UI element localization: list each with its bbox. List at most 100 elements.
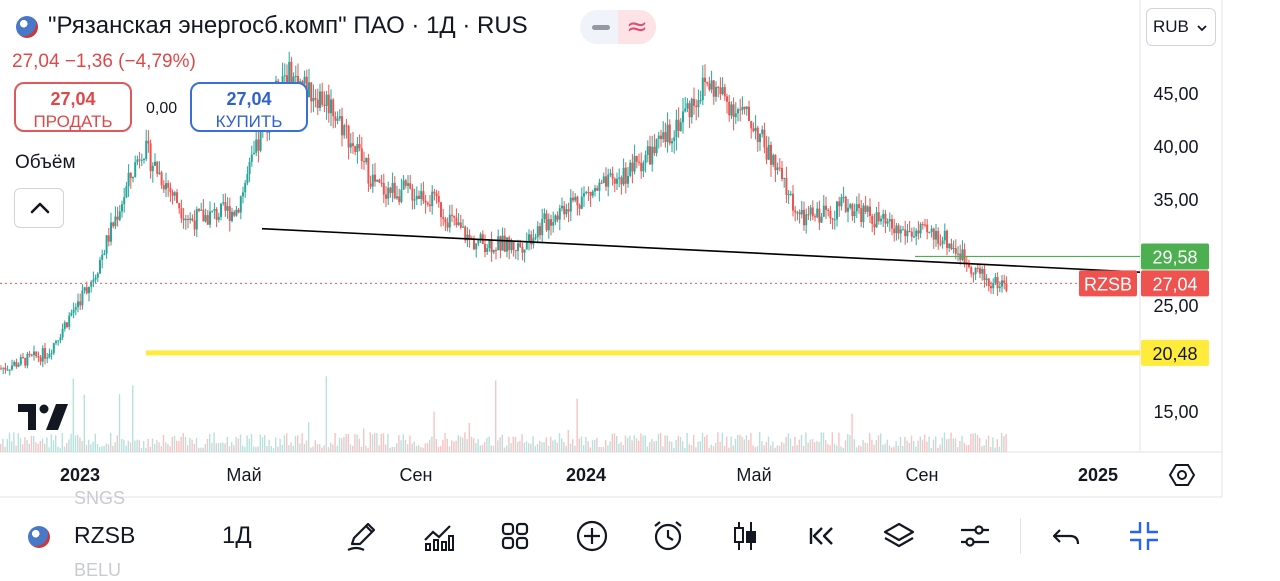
sell-button[interactable]: 27,04 ПРОДАТЬ	[14, 82, 132, 132]
candle-body	[35, 351, 38, 357]
replay-rewind-icon[interactable]	[804, 518, 840, 554]
volume-bar	[543, 442, 545, 452]
candle-body	[708, 83, 711, 90]
candle-body	[486, 248, 489, 253]
add-circle-icon[interactable]	[574, 518, 610, 554]
last-price-label: 27,04	[1152, 274, 1197, 294]
chart-settings-icon[interactable]	[1168, 461, 1196, 489]
tradingview-logo-icon	[18, 404, 68, 430]
wave-icon[interactable]: ≈	[618, 10, 656, 44]
chart-title[interactable]: "Рязанская энергосб.комп" ПАО · 1Д · RUS	[48, 12, 528, 39]
volume-bar	[457, 435, 459, 452]
volume-bar	[332, 444, 334, 452]
volume-bar	[37, 443, 39, 452]
volume-bar	[13, 432, 15, 452]
settings-sliders-icon[interactable]	[957, 518, 993, 554]
volume-bar	[59, 447, 61, 452]
volume-bar	[215, 443, 217, 452]
candle-body	[847, 207, 849, 212]
candle-body	[561, 205, 563, 209]
watchlist-next-symbol[interactable]: BELU	[74, 560, 122, 580]
volume-bar	[829, 445, 831, 452]
candle-body	[356, 144, 359, 152]
candle-body	[162, 184, 165, 190]
volume-bar	[4, 446, 6, 452]
templates-grid-icon[interactable]	[497, 518, 533, 554]
volume-bar	[224, 443, 226, 452]
trend-line[interactable]	[261, 227, 1141, 273]
drawing-pencil-icon[interactable]	[344, 518, 380, 554]
volume-bar	[420, 446, 422, 452]
currency-select[interactable]: RUB	[1146, 8, 1216, 46]
volume-indicator-label[interactable]: Объём	[15, 152, 76, 173]
volume-bar	[490, 445, 492, 452]
candle-body	[365, 158, 368, 163]
volume-bar	[305, 440, 308, 452]
fullscreen-exit-icon[interactable]	[1126, 518, 1162, 554]
candle-body	[521, 246, 524, 253]
volume-bar	[431, 436, 433, 452]
level-label-yellow-bg	[1141, 339, 1209, 366]
volume-bar	[226, 437, 228, 452]
volume-bar	[442, 440, 444, 452]
level-label-green: 29,58	[1152, 247, 1197, 267]
volume-bar	[930, 447, 932, 452]
candle-body	[972, 273, 975, 275]
volume-bar	[145, 447, 147, 452]
volume-bar	[800, 435, 803, 452]
indicators-icon[interactable]	[420, 518, 456, 554]
candle-body	[334, 116, 337, 121]
candle-body	[772, 155, 775, 165]
volume-bar	[24, 437, 26, 452]
candle-body	[741, 106, 744, 111]
candle-body	[367, 158, 370, 184]
buy-button[interactable]: 27,04 КУПИТЬ	[190, 82, 308, 132]
chevron-up-icon	[30, 202, 50, 214]
volume-bar	[910, 435, 913, 452]
candle-body	[479, 234, 482, 241]
minus-icon[interactable]	[592, 25, 610, 30]
candle-body	[811, 207, 814, 217]
volume-bar	[222, 442, 224, 452]
price-chart[interactable]: 15,00 25,00 35,00 40,00 45,00 2023 Май Сен 2024 М…	[0, 0, 1280, 498]
volume-bar	[103, 445, 105, 452]
candle-body	[94, 277, 97, 280]
collapse-indicators-button[interactable]	[14, 188, 64, 228]
candle-body	[798, 212, 801, 215]
undo-icon[interactable]	[1048, 518, 1084, 554]
candle-body	[644, 155, 647, 163]
volume-bar	[616, 435, 618, 452]
volume-bar	[657, 434, 660, 452]
candle-body	[459, 222, 462, 228]
symbol-search-button[interactable]: RZSB	[74, 522, 136, 548]
volume-bar	[946, 439, 948, 452]
volume-bar	[739, 434, 741, 452]
volume-bar	[264, 434, 266, 452]
volume-bar	[990, 447, 992, 452]
candle-body	[756, 127, 759, 142]
layers-icon[interactable]	[881, 518, 917, 554]
alert-clock-icon[interactable]	[650, 518, 686, 554]
indicator-toggle[interactable]: ≈	[580, 10, 656, 44]
candle-body	[919, 223, 922, 234]
watchlist-prev-symbol[interactable]: SNGS	[74, 488, 126, 508]
timeframe-button[interactable]: 1Д	[222, 522, 252, 549]
candle-body	[182, 218, 185, 221]
volume-bar	[534, 446, 536, 452]
candle-body	[354, 146, 357, 152]
candle-body	[140, 159, 143, 161]
candle-body	[668, 124, 671, 144]
candle-body	[754, 127, 757, 132]
candle-body	[220, 203, 222, 217]
candle-body	[926, 224, 929, 233]
volume-bar	[473, 438, 475, 452]
volume-bar	[501, 434, 503, 452]
candle-body	[81, 290, 84, 306]
candle-body	[994, 277, 997, 284]
candle-body	[783, 178, 786, 180]
volume-bar	[283, 435, 286, 452]
chart-type-candles-icon[interactable]	[727, 518, 763, 554]
candle-body	[928, 231, 931, 233]
volume-bar	[882, 444, 884, 452]
volume-bar	[6, 439, 8, 452]
